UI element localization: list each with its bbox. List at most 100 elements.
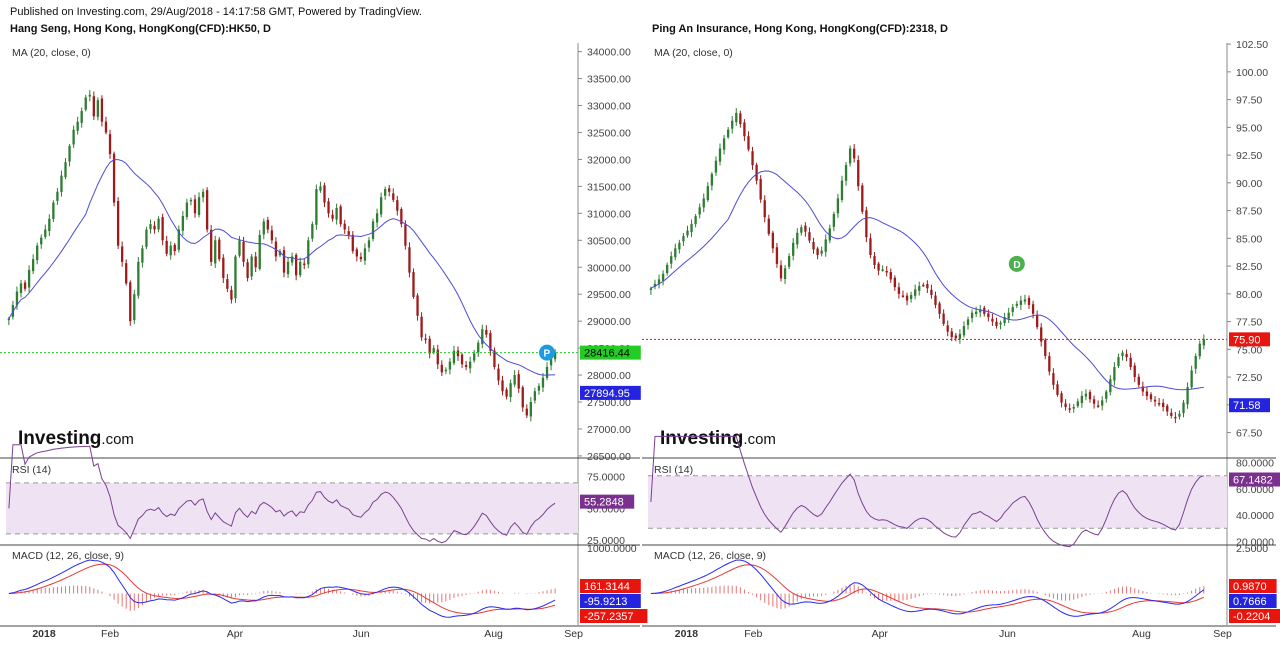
candle-body <box>1125 354 1128 358</box>
candle-body <box>31 259 35 272</box>
candle-body <box>189 199 193 202</box>
rsi-line <box>8 444 556 544</box>
price-tick-label: 27000.00 <box>587 424 631 436</box>
candle-body <box>177 229 180 250</box>
candle-body <box>828 228 831 241</box>
candle-body <box>718 148 722 162</box>
candle-body <box>262 221 265 235</box>
candle-body <box>1007 312 1010 319</box>
price-tick-label: 77.50 <box>1236 317 1262 329</box>
candle-body <box>686 230 689 236</box>
candle-body <box>440 364 443 373</box>
candle-body <box>670 256 673 264</box>
event-marker-label: D <box>1013 260 1020 271</box>
candle-body <box>7 318 11 321</box>
candle-body <box>36 245 39 261</box>
candle-body <box>513 375 516 385</box>
signal-value-tag-bg <box>1229 594 1277 608</box>
signal-line <box>8 563 556 615</box>
event-marker-icon <box>1008 255 1025 272</box>
candle-body <box>946 325 949 332</box>
price-tick-label: 26500.00 <box>587 451 631 463</box>
macd-value-tag: 161.3144 <box>584 581 630 593</box>
candle-body <box>653 283 657 287</box>
candle-body <box>258 234 261 269</box>
candle-body <box>112 153 116 203</box>
hist-value-tag-bg <box>1229 609 1280 623</box>
candle-body <box>979 309 982 313</box>
candle-body <box>424 338 427 341</box>
candle-body <box>865 210 868 238</box>
ma-value-tag: 27894.95 <box>584 388 630 400</box>
candle-body <box>1040 327 1043 342</box>
candle-body <box>1182 402 1185 414</box>
candle-body <box>193 199 197 214</box>
macd-label: MACD (12, 26, close, 9) <box>12 550 124 562</box>
event-marker-icon <box>539 344 556 361</box>
candle-body <box>922 284 925 287</box>
rsi-tick-label: 60.0000 <box>1236 484 1274 496</box>
candle-body <box>553 352 557 360</box>
candle-body <box>201 191 205 198</box>
date-tick-label: Sep <box>564 628 583 640</box>
candle-body <box>19 283 23 294</box>
candle-body <box>359 256 363 260</box>
candle-body <box>1044 339 1047 356</box>
price-tick-label: 32000.00 <box>587 154 631 166</box>
candle-body <box>456 350 460 357</box>
published-line: Published on Investing.com, 29/Aug/2018 … <box>10 6 422 18</box>
rsi-tick-label: 40.0000 <box>1236 510 1274 522</box>
candle-body <box>897 287 901 294</box>
candle-body <box>832 213 836 227</box>
candle-body <box>116 201 120 246</box>
candle-body <box>64 162 67 178</box>
macd-value-tag-bg <box>1229 579 1277 593</box>
date-tick-label: Jun <box>353 628 370 640</box>
candle-body <box>278 251 282 256</box>
candle-body <box>497 368 500 381</box>
macd-tick-label: 2.5000 <box>1236 543 1268 555</box>
candle-body <box>545 366 549 378</box>
date-tick-label: Sep <box>1213 628 1232 640</box>
candle-body <box>468 361 472 369</box>
candle-body <box>1031 304 1035 314</box>
candle-body <box>905 295 909 301</box>
candle-body <box>674 248 677 258</box>
candle-body <box>315 189 318 225</box>
price-tick-label: 31000.00 <box>587 208 631 220</box>
candle-body <box>294 254 298 276</box>
signal-line <box>650 564 1205 614</box>
candle-body <box>157 218 160 230</box>
candle-body <box>1117 357 1120 367</box>
candle-body <box>1068 408 1071 410</box>
candle-body <box>149 224 152 230</box>
candle-body <box>234 256 237 299</box>
candle-body <box>1076 401 1079 407</box>
candle-body <box>755 164 758 181</box>
candle-body <box>266 219 269 230</box>
candle-body <box>970 312 974 319</box>
candle-body <box>121 246 124 262</box>
candle-body <box>857 160 860 187</box>
candle-body <box>1129 357 1132 368</box>
hist-value-tag: -257.2357 <box>584 611 634 623</box>
candle-body <box>1072 407 1075 409</box>
rsi-tick-label: 80.0000 <box>1236 458 1274 470</box>
candle-body <box>1060 393 1063 403</box>
price-tick-label: 67.50 <box>1236 428 1262 440</box>
candle-body <box>881 269 884 271</box>
last-price-tag-bg <box>1229 332 1270 347</box>
price-tick-label: 87.50 <box>1236 206 1262 218</box>
candle-body <box>375 213 379 223</box>
candle-body <box>1080 395 1084 404</box>
candle-body <box>1011 307 1014 312</box>
candle-body <box>408 247 411 273</box>
candle-body <box>796 232 799 245</box>
candle-body <box>392 193 395 200</box>
candle-body <box>836 198 840 214</box>
price-tick-label: 29500.00 <box>587 289 631 301</box>
candle-body <box>525 408 528 416</box>
date-tick-label: Aug <box>1132 628 1151 640</box>
candle-body <box>1178 413 1181 417</box>
